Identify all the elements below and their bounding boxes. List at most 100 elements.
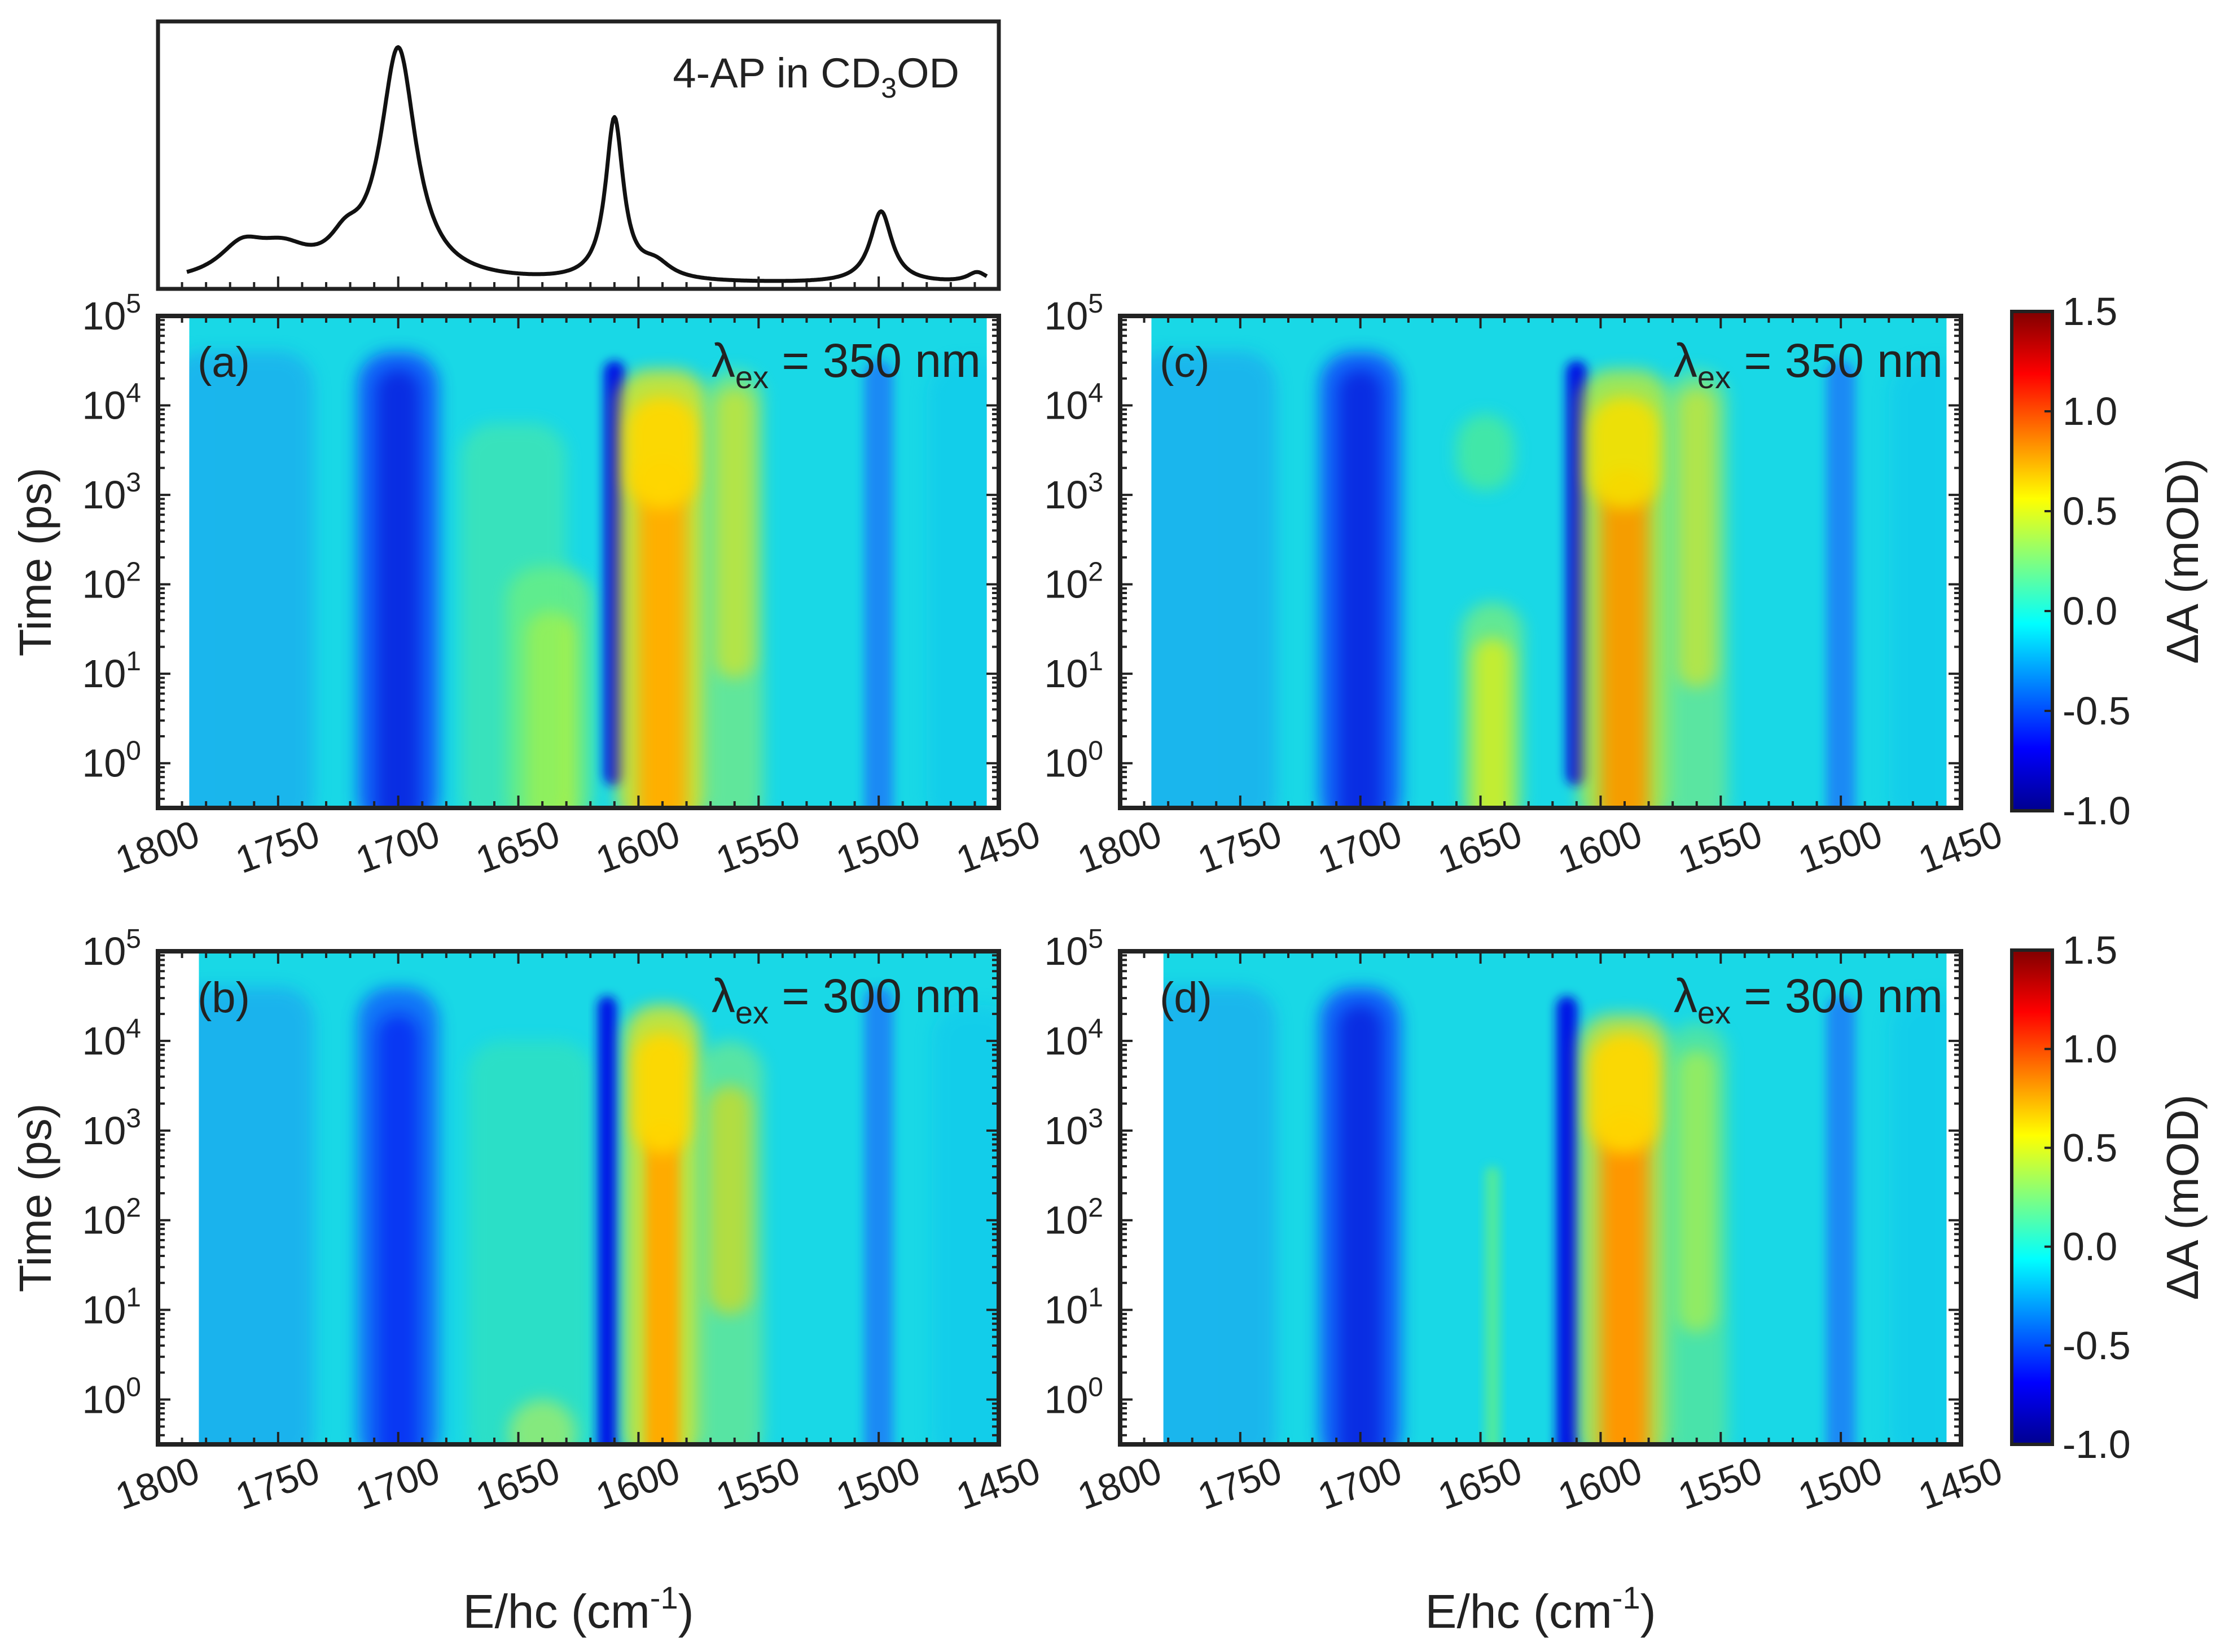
x-tick-label: 1550 xyxy=(1673,812,1767,882)
colorbar-tick-label: 1.5 xyxy=(2063,928,2117,972)
x-tick-label: 1500 xyxy=(831,1449,925,1518)
panel-label-b: (b) xyxy=(198,974,250,1022)
y-tick-label: 101 xyxy=(82,647,141,696)
heatmap-feature xyxy=(357,987,440,1444)
y-tick-label: 105 xyxy=(82,924,141,973)
x-tick-label: 1700 xyxy=(350,1449,445,1518)
heatmap-frame-d xyxy=(1118,949,1963,1447)
heatmap-feature xyxy=(931,1005,999,1444)
x-tick-label: 1650 xyxy=(1432,812,1527,882)
heatmap-frame-b xyxy=(156,949,1001,1447)
heatmap-feature xyxy=(1319,987,1402,1444)
x-tick-label: 1750 xyxy=(230,1449,325,1518)
y-tick-label: 101 xyxy=(1044,1283,1103,1332)
x-tick-label: 1600 xyxy=(590,812,685,882)
x-axis-title: E/hc (cm-1) xyxy=(463,1580,694,1638)
x-tick-label: 1600 xyxy=(1552,812,1647,882)
panel-label-d: (d) xyxy=(1160,974,1212,1022)
heatmap-feature xyxy=(1461,602,1524,808)
y-tick-label: 101 xyxy=(82,1283,141,1332)
heatmap-feature xyxy=(1889,996,1947,1444)
colorbar-title: ΔA (mOD) xyxy=(2157,458,2208,664)
x-tick-label: 1550 xyxy=(710,812,805,882)
heatmap-feature xyxy=(460,423,567,808)
colorbar-tick-label: -1.0 xyxy=(2063,789,2131,833)
heatmap-background-d xyxy=(1163,951,1947,1444)
heatmap-feature xyxy=(1826,361,1855,808)
x-tick-label: 1700 xyxy=(1313,1449,1407,1518)
colorbar-tick-label: 0.0 xyxy=(2063,1225,2117,1269)
heatmap-feature xyxy=(617,370,708,808)
heatmap-feature xyxy=(1456,414,1515,491)
colorbar-gradient xyxy=(2012,950,2052,1444)
x-tick-label: 1550 xyxy=(710,1449,805,1518)
x-tick-label: 1700 xyxy=(350,812,445,882)
y-tick-label: 105 xyxy=(82,289,141,338)
colorbar-tick-label: -1.0 xyxy=(2063,1422,2131,1466)
colorbar-2: 1.5 1.0 0.5 0.0 -0.5 -1.0 ΔA (mOD) xyxy=(2010,928,2208,1466)
x-tick-label: 1800 xyxy=(1072,1449,1167,1518)
x-axis-title: E/hc (cm-1) xyxy=(1425,1580,1656,1638)
x-tick-label: 1600 xyxy=(590,1449,685,1518)
heatmap-feature xyxy=(1665,370,1728,808)
x-tick-label: 1800 xyxy=(110,1449,205,1518)
heatmap-feature xyxy=(598,996,617,1444)
y-tick-label: 104 xyxy=(82,379,141,428)
colorbar-frame xyxy=(2010,948,2054,1446)
ftir-frame xyxy=(156,19,1001,291)
y-axis-title: Time (ps) xyxy=(10,1104,60,1293)
panel-label-a: (a) xyxy=(198,339,250,386)
colorbar-tick-label: 0.0 xyxy=(2063,589,2117,633)
x-tick-label: 1750 xyxy=(1192,1449,1287,1518)
excitation-label-b: λex = 300 nm xyxy=(712,969,981,1030)
heatmap-feature xyxy=(705,370,764,808)
y-tick-label: 103 xyxy=(1044,1104,1103,1153)
heatmap-feature xyxy=(199,987,314,1444)
x-tick-label: 1500 xyxy=(1793,1449,1888,1518)
colorbar-tick-label: 1.0 xyxy=(2063,389,2117,433)
y-tick-label: 105 xyxy=(1044,289,1103,338)
y-tick-label: 102 xyxy=(1044,557,1103,607)
colorbar-tick-label: 0.5 xyxy=(2063,489,2117,533)
x-tick-label: 1500 xyxy=(831,812,925,882)
colorbar-title: ΔA (mOD) xyxy=(2157,1095,2208,1300)
excitation-label-c: λex = 350 nm xyxy=(1674,334,1943,395)
y-tick-label: 105 xyxy=(1044,924,1103,973)
y-axis-title: Time (ps) xyxy=(10,468,60,657)
x-tick-label: 1600 xyxy=(1552,1449,1647,1518)
x-tick-label: 1750 xyxy=(1192,812,1287,882)
heatmap-feature xyxy=(696,1040,764,1444)
heatmap-feature xyxy=(1163,987,1276,1444)
heatmap-feature xyxy=(864,987,893,1444)
colorbar-1: 1.5 1.0 0.5 0.0 -0.5 -1.0 ΔA (mOD) xyxy=(2010,289,2208,833)
excitation-label-a: λex = 350 nm xyxy=(712,334,981,395)
y-tick-label: 100 xyxy=(1044,1373,1103,1422)
x-tick-label: 1700 xyxy=(1313,812,1407,882)
y-tick-label: 102 xyxy=(1044,1193,1103,1242)
y-tick-label: 102 xyxy=(82,557,141,607)
heatmap-feature xyxy=(189,352,314,808)
heatmap-panel-b: (b) λex = 300 nm 1800 1750 1700 1650 1600 1550 1… xyxy=(82,924,1046,1518)
y-tick-label: 102 xyxy=(82,1193,141,1242)
heatmap-panel-a: (a) λex = 350 nm 1800 1750 1700 1650 1600 1550 1… xyxy=(82,289,1046,882)
heatmap-feature xyxy=(357,352,440,808)
y-tick-label: 104 xyxy=(1044,379,1103,428)
y-tick-label: 103 xyxy=(82,468,141,517)
colorbar-gradient xyxy=(2012,311,2052,811)
x-tick-label: 1650 xyxy=(1432,1449,1527,1518)
colorbar-tick-label: -0.5 xyxy=(2063,1324,2131,1368)
heatmap-panel-d: (d) λex = 300 nm 1800 1750 1700 1650 1600 1550 1… xyxy=(1044,924,2008,1518)
x-tick-label: 1450 xyxy=(1913,812,2008,882)
y-tick-label: 100 xyxy=(82,736,141,785)
x-tick-label: 1800 xyxy=(110,812,205,882)
colorbar-tick-label: 0.5 xyxy=(2063,1126,2117,1170)
y-tick-label: 104 xyxy=(82,1014,141,1063)
y-tick-label: 104 xyxy=(1044,1014,1103,1063)
panel-label-c: (c) xyxy=(1160,339,1210,386)
x-tick-label: 1800 xyxy=(1072,812,1167,882)
y-tick-label: 101 xyxy=(1044,647,1103,696)
y-tick-label: 103 xyxy=(1044,468,1103,517)
excitation-label-d: λex = 300 nm xyxy=(1674,969,1943,1030)
x-tick-label: 1550 xyxy=(1673,1449,1767,1518)
